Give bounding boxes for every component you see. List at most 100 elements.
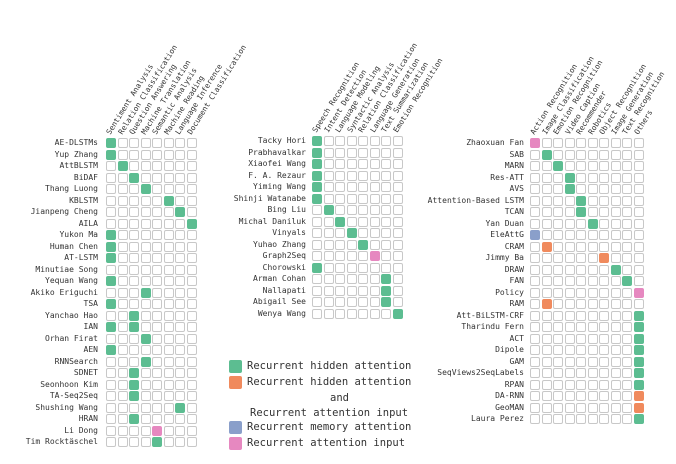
empty-cell [346,159,357,169]
empty-cell [152,310,162,321]
empty-cell [553,264,563,275]
empty-cell [163,264,174,275]
empty-cell [152,172,162,183]
empty-cell [530,195,540,206]
empty-cell [553,414,563,424]
empty-cell [622,207,632,217]
filled-cell-hidden [106,322,116,332]
empty-cell [381,147,391,158]
filled-cell-hidden [106,276,116,286]
empty-cell [587,276,598,286]
empty-cell [358,216,368,227]
empty-cell [140,241,151,252]
empty-cell [117,437,128,447]
empty-cell [152,149,162,160]
empty-cell [576,356,586,367]
empty-cell [633,149,644,160]
empty-cell [610,230,621,240]
empty-cell [186,287,197,298]
empty-cell [576,138,586,148]
empty-cell [152,161,162,171]
empty-cell [553,230,563,240]
empty-cell [152,333,162,344]
empty-cell [117,414,128,424]
empty-cell [553,207,563,217]
empty-cell [576,218,586,229]
row-label: AttBLSTM [59,161,98,170]
row-label: IAN [83,322,98,331]
filled-cell-hidden [129,414,139,424]
empty-cell [564,218,575,229]
empty-cell [175,437,185,447]
empty-cell [335,136,345,146]
empty-cell [335,182,345,192]
empty-cell [587,253,598,263]
empty-cell [541,195,552,206]
filled-cell-hidden [129,310,139,321]
empty-cell [163,414,174,424]
empty-cell [152,368,162,378]
filled-cell-hidden [312,136,322,146]
empty-cell [576,230,586,240]
empty-cell [530,368,540,378]
empty-cell [553,276,563,286]
empty-cell [140,253,151,263]
empty-cell [163,345,174,355]
empty-cell [622,287,632,298]
empty-cell [312,308,322,319]
empty-cell [346,285,357,296]
empty-cell [541,218,552,229]
empty-cell [369,262,380,273]
empty-cell [564,356,575,367]
empty-cell [530,264,540,275]
row-label: Xiaofei Wang [248,159,306,168]
empty-cell [140,368,151,378]
empty-cell [117,379,128,390]
empty-cell [163,149,174,160]
row-label: Tacky Hori [257,136,306,145]
empty-cell [541,172,552,183]
filled-cell-hidden [633,310,644,321]
empty-cell [633,230,644,240]
empty-cell [610,310,621,321]
row-label: Abigail See [253,297,306,306]
empty-cell [610,287,621,298]
row-label: Michal Daniluk [238,216,306,226]
empty-cell [587,391,598,401]
empty-cell [392,205,403,215]
empty-cell [152,299,162,309]
empty-cell [117,138,128,148]
empty-cell [564,379,575,390]
empty-cell [129,299,139,309]
empty-cell [346,216,357,227]
empty-cell [129,287,139,298]
empty-cell [541,345,552,355]
empty-cell [163,437,174,447]
empty-cell [129,425,139,436]
empty-cell [140,218,151,229]
row-label: GAM [509,356,524,366]
empty-cell [541,161,552,171]
empty-cell [633,138,644,148]
empty-cell [163,287,174,298]
empty-cell [587,138,598,148]
filled-cell-hidden-input [633,391,644,401]
empty-cell [530,322,540,332]
empty-cell [553,402,563,413]
empty-cell [633,218,644,229]
empty-cell [163,184,174,194]
empty-cell [358,205,368,215]
empty-cell [175,172,185,183]
empty-cell [541,368,552,378]
empty-cell [564,138,575,148]
legend-memory-label: Recurrent memory attention [247,421,412,433]
empty-cell [346,147,357,158]
row-label: Res-ATT [490,172,524,182]
empty-cell [369,239,380,250]
filled-cell-input [633,287,644,298]
filled-cell-hidden [392,308,403,319]
filled-cell-hidden [633,414,644,424]
filled-cell-hidden [129,172,139,183]
empty-cell [106,356,116,367]
empty-cell [622,391,632,401]
